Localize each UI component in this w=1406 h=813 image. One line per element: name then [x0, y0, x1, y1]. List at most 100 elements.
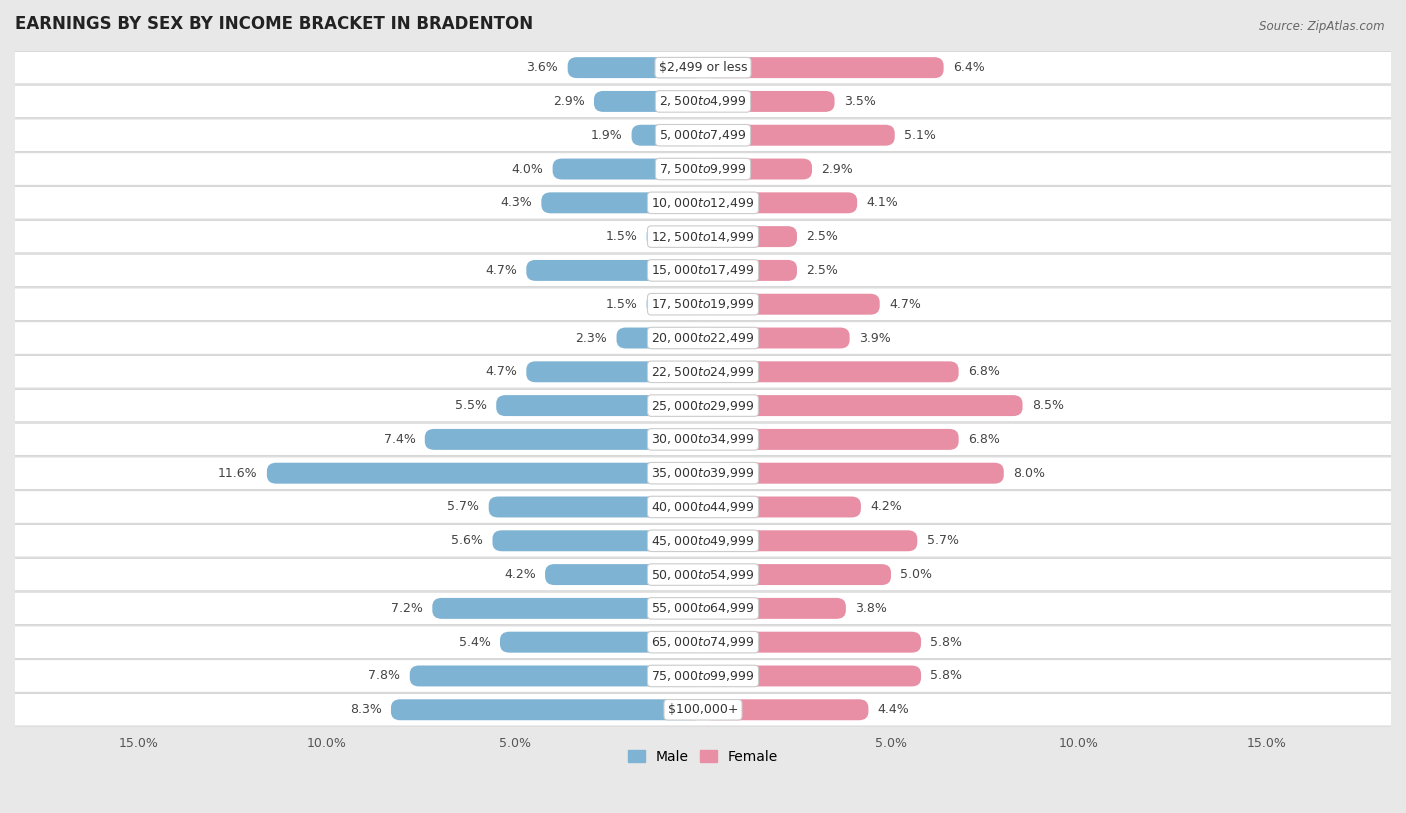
Text: $5,000 to $7,499: $5,000 to $7,499	[659, 128, 747, 142]
Text: 5.5%: 5.5%	[454, 399, 486, 412]
Text: 2.5%: 2.5%	[807, 230, 838, 243]
Text: $55,000 to $64,999: $55,000 to $64,999	[651, 602, 755, 615]
Text: 4.2%: 4.2%	[503, 568, 536, 581]
FancyBboxPatch shape	[0, 153, 1406, 185]
FancyBboxPatch shape	[0, 491, 1406, 524]
FancyBboxPatch shape	[703, 226, 797, 247]
FancyBboxPatch shape	[703, 530, 917, 551]
Text: $10,000 to $12,499: $10,000 to $12,499	[651, 196, 755, 210]
Text: $22,500 to $24,999: $22,500 to $24,999	[651, 365, 755, 379]
FancyBboxPatch shape	[0, 626, 1406, 659]
FancyBboxPatch shape	[703, 328, 849, 349]
FancyBboxPatch shape	[0, 693, 1406, 726]
Text: 2.3%: 2.3%	[575, 332, 607, 345]
FancyBboxPatch shape	[703, 598, 846, 619]
FancyBboxPatch shape	[546, 564, 703, 585]
Text: 5.8%: 5.8%	[931, 669, 963, 682]
FancyBboxPatch shape	[703, 395, 1022, 416]
FancyBboxPatch shape	[703, 361, 959, 382]
FancyBboxPatch shape	[489, 497, 703, 517]
FancyBboxPatch shape	[0, 592, 1406, 624]
FancyBboxPatch shape	[409, 666, 703, 686]
Text: $100,000+: $100,000+	[668, 703, 738, 716]
Text: $30,000 to $34,999: $30,000 to $34,999	[651, 433, 755, 446]
Text: 4.2%: 4.2%	[870, 501, 903, 514]
Text: $75,000 to $99,999: $75,000 to $99,999	[651, 669, 755, 683]
Text: $45,000 to $49,999: $45,000 to $49,999	[651, 534, 755, 548]
Text: $2,500 to $4,999: $2,500 to $4,999	[659, 94, 747, 108]
Text: 1.9%: 1.9%	[591, 128, 623, 141]
FancyBboxPatch shape	[0, 119, 1406, 151]
Text: 4.7%: 4.7%	[889, 298, 921, 311]
Text: $65,000 to $74,999: $65,000 to $74,999	[651, 635, 755, 649]
Text: 4.0%: 4.0%	[512, 163, 543, 176]
FancyBboxPatch shape	[703, 699, 869, 720]
FancyBboxPatch shape	[0, 220, 1406, 253]
Text: 7.2%: 7.2%	[391, 602, 423, 615]
Text: $50,000 to $54,999: $50,000 to $54,999	[651, 567, 755, 581]
FancyBboxPatch shape	[703, 159, 813, 180]
FancyBboxPatch shape	[0, 424, 1406, 455]
Text: 5.0%: 5.0%	[900, 568, 932, 581]
FancyBboxPatch shape	[593, 91, 703, 112]
Text: $2,499 or less: $2,499 or less	[659, 61, 747, 74]
FancyBboxPatch shape	[703, 260, 797, 280]
FancyBboxPatch shape	[703, 57, 943, 78]
FancyBboxPatch shape	[0, 457, 1406, 489]
FancyBboxPatch shape	[0, 254, 1406, 287]
FancyBboxPatch shape	[616, 328, 703, 349]
Text: $17,500 to $19,999: $17,500 to $19,999	[651, 298, 755, 311]
FancyBboxPatch shape	[432, 598, 703, 619]
Text: 4.1%: 4.1%	[866, 196, 898, 209]
Text: 4.7%: 4.7%	[485, 264, 517, 277]
Text: 11.6%: 11.6%	[218, 467, 257, 480]
FancyBboxPatch shape	[703, 91, 835, 112]
FancyBboxPatch shape	[425, 429, 703, 450]
FancyBboxPatch shape	[703, 497, 860, 517]
Text: 3.8%: 3.8%	[855, 602, 887, 615]
Text: 6.8%: 6.8%	[969, 433, 1000, 446]
FancyBboxPatch shape	[541, 193, 703, 213]
FancyBboxPatch shape	[0, 524, 1406, 557]
Text: $40,000 to $44,999: $40,000 to $44,999	[651, 500, 755, 514]
FancyBboxPatch shape	[526, 260, 703, 280]
FancyBboxPatch shape	[496, 395, 703, 416]
Text: 2.9%: 2.9%	[821, 163, 853, 176]
FancyBboxPatch shape	[0, 51, 1406, 84]
Text: 3.6%: 3.6%	[526, 61, 558, 74]
Text: 1.5%: 1.5%	[606, 298, 637, 311]
Text: 5.7%: 5.7%	[447, 501, 479, 514]
FancyBboxPatch shape	[501, 632, 703, 653]
Text: 5.4%: 5.4%	[458, 636, 491, 649]
Text: $20,000 to $22,499: $20,000 to $22,499	[651, 331, 755, 345]
FancyBboxPatch shape	[267, 463, 703, 484]
Text: 2.9%: 2.9%	[553, 95, 585, 108]
Text: $25,000 to $29,999: $25,000 to $29,999	[651, 398, 755, 413]
FancyBboxPatch shape	[0, 85, 1406, 118]
FancyBboxPatch shape	[0, 659, 1406, 692]
FancyBboxPatch shape	[391, 699, 703, 720]
FancyBboxPatch shape	[0, 559, 1406, 591]
Text: 4.4%: 4.4%	[877, 703, 910, 716]
FancyBboxPatch shape	[0, 389, 1406, 422]
FancyBboxPatch shape	[0, 187, 1406, 219]
Text: 5.7%: 5.7%	[927, 534, 959, 547]
Text: 7.8%: 7.8%	[368, 669, 401, 682]
FancyBboxPatch shape	[0, 288, 1406, 320]
Text: 7.4%: 7.4%	[384, 433, 415, 446]
Text: 4.3%: 4.3%	[501, 196, 531, 209]
Text: $7,500 to $9,999: $7,500 to $9,999	[659, 162, 747, 176]
FancyBboxPatch shape	[703, 632, 921, 653]
FancyBboxPatch shape	[0, 355, 1406, 388]
Text: $12,500 to $14,999: $12,500 to $14,999	[651, 229, 755, 244]
Text: 8.3%: 8.3%	[350, 703, 381, 716]
FancyBboxPatch shape	[0, 322, 1406, 354]
FancyBboxPatch shape	[492, 530, 703, 551]
Text: 8.0%: 8.0%	[1014, 467, 1045, 480]
Text: 2.5%: 2.5%	[807, 264, 838, 277]
FancyBboxPatch shape	[703, 666, 921, 686]
FancyBboxPatch shape	[631, 124, 703, 146]
Text: 3.5%: 3.5%	[844, 95, 876, 108]
FancyBboxPatch shape	[526, 361, 703, 382]
FancyBboxPatch shape	[647, 226, 703, 247]
